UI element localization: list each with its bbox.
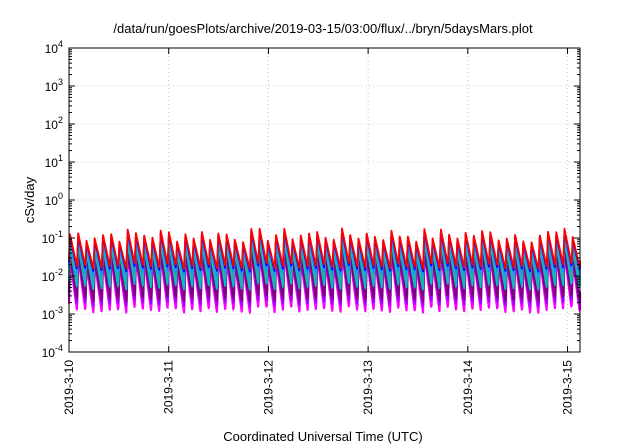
y-tick-label: 10-4 bbox=[42, 343, 63, 360]
y-tick-label: 103 bbox=[45, 77, 63, 94]
x-tick-label: 2019-3-15 bbox=[561, 360, 575, 415]
x-tick-label: 2019-3-13 bbox=[361, 360, 375, 415]
axis-ticks: 10-4 10-3 10-2 10-1 100 101 102 103 104 2019-3-10… bbox=[42, 39, 580, 415]
series-line bbox=[68, 227, 581, 270]
chart-title: /data/run/goesPlots/archive/2019-03-15/0… bbox=[113, 21, 533, 36]
y-tick-label: 10-2 bbox=[42, 267, 63, 284]
x-tick-label: 2019-3-10 bbox=[62, 360, 76, 415]
y-tick-label: 100 bbox=[45, 191, 63, 208]
y-axis-label: cSv/day bbox=[22, 176, 37, 223]
y-tick-label: 104 bbox=[45, 39, 63, 56]
x-tick-label: 2019-3-14 bbox=[461, 360, 475, 415]
y-tick-label: 10-1 bbox=[42, 229, 63, 246]
y-tick-label: 10-3 bbox=[42, 305, 63, 322]
x-tick-label: 2019-3-11 bbox=[162, 360, 176, 414]
y-tick-label: 102 bbox=[45, 115, 63, 132]
y-tick-label: 101 bbox=[45, 153, 63, 170]
series-group bbox=[67, 227, 582, 314]
x-axis-label: Coordinated Universal Time (UTC) bbox=[223, 429, 422, 444]
grid bbox=[69, 48, 580, 352]
x-tick-label: 2019-3-12 bbox=[261, 360, 275, 415]
